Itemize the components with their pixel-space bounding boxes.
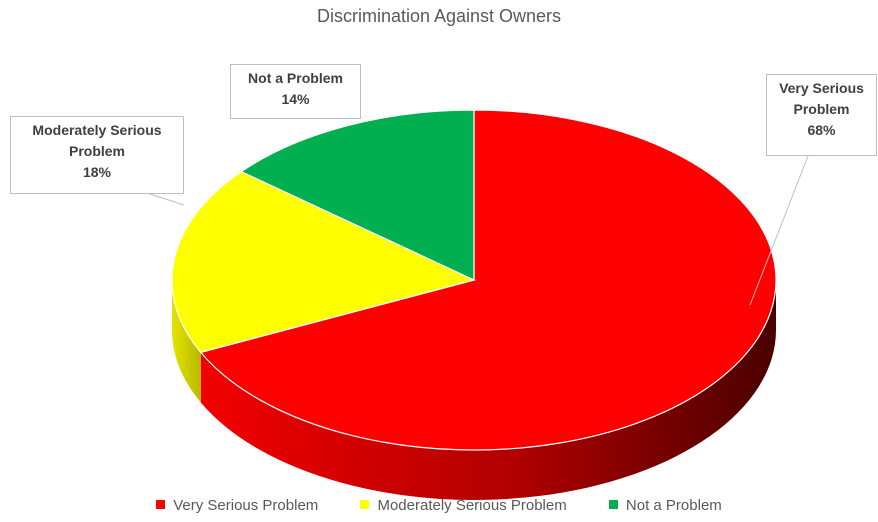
chart-title: Discrimination Against Owners: [316, 6, 562, 26]
pie-slice-moderately-serious-problem: [171, 170, 476, 354]
chart-legend: Very Serious Problem Moderately Serious …: [0, 497, 878, 514]
pie-slice-not-a-problem: [240, 109, 475, 281]
data-label-moderately-serious: Moderately Serious Problem 18%: [10, 116, 184, 194]
data-label-percent: 68%: [807, 122, 836, 138]
data-label-line: Very Serious: [779, 80, 864, 96]
legend-swatch: [608, 500, 618, 509]
pie-slice-very-serious-problem: [199, 109, 777, 451]
data-label-percent: 18%: [82, 164, 112, 180]
legend-item: Not a Problem: [608, 497, 722, 514]
leader-line: [149, 193, 185, 206]
legend-item: Very Serious Problem: [156, 497, 318, 514]
leader-lines: [149, 155, 809, 306]
data-label-very-serious: Very Serious Problem 68%: [766, 74, 877, 156]
legend-label: Not a Problem: [625, 497, 722, 514]
pie-slice-side: [200, 280, 776, 500]
pie-sides: [172, 280, 776, 500]
leader-line: [749, 155, 809, 306]
legend-swatch: [360, 500, 370, 509]
data-label-line: Not a Problem: [248, 70, 343, 86]
legend-item: Moderately Serious Problem: [360, 497, 567, 514]
pie-slice-side: [172, 280, 201, 403]
legend-label: Very Serious Problem: [173, 497, 319, 514]
data-label-line: Moderately Serious: [32, 122, 162, 138]
pie-tops: [171, 109, 777, 451]
legend-swatch: [156, 500, 166, 509]
legend-label: Moderately Serious Problem: [377, 497, 567, 514]
data-label-line: Problem: [68, 143, 125, 159]
data-label-percent: 14%: [281, 91, 310, 107]
data-label-not-a-problem: Not a Problem 14%: [230, 64, 361, 119]
data-label-line: Problem: [793, 101, 850, 117]
